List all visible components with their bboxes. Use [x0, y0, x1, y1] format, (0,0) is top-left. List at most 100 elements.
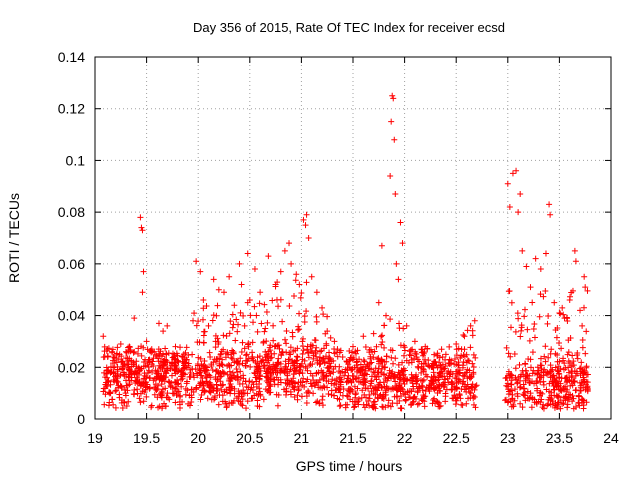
data-point [525, 355, 532, 362]
data-point [527, 284, 534, 291]
data-point [579, 337, 586, 344]
data-point [551, 404, 558, 411]
data-point [570, 362, 577, 369]
data-point [292, 367, 299, 374]
data-point [197, 268, 204, 275]
data-point [226, 273, 233, 280]
x-tick-label: 24 [603, 430, 619, 446]
data-point [319, 393, 326, 400]
data-point [252, 370, 259, 377]
data-point [280, 386, 287, 393]
data-point [370, 385, 377, 392]
data-point [538, 396, 545, 403]
data-point [539, 404, 546, 411]
data-point [558, 345, 565, 352]
data-point [554, 401, 561, 408]
data-point [450, 395, 457, 402]
data-point [341, 372, 348, 379]
data-point [412, 374, 419, 381]
data-point [249, 339, 256, 346]
data-point [403, 322, 410, 329]
data-point [508, 371, 515, 378]
data-point [582, 284, 589, 291]
data-point [473, 382, 480, 389]
data-point [560, 384, 567, 391]
data-point [333, 349, 340, 356]
data-point [521, 385, 528, 392]
data-point [256, 380, 263, 387]
data-point [504, 180, 511, 187]
data-point [517, 377, 524, 384]
data-point [254, 397, 261, 404]
data-point [507, 324, 514, 331]
data-point [571, 379, 578, 386]
data-point [218, 348, 225, 355]
data-point [225, 361, 232, 368]
data-point [371, 373, 378, 380]
data-point [565, 349, 572, 356]
data-point [247, 363, 254, 370]
data-point [467, 344, 474, 351]
data-point [283, 340, 290, 347]
data-point [389, 347, 396, 354]
data-point [193, 258, 200, 265]
data-point [362, 367, 369, 374]
data-point [434, 389, 441, 396]
data-point [467, 373, 474, 380]
data-point [213, 356, 220, 363]
data-point [184, 387, 191, 394]
data-point [301, 383, 308, 390]
data-point [540, 405, 547, 412]
data-point [284, 380, 291, 387]
data-point [161, 358, 168, 365]
data-point [264, 352, 271, 359]
data-point [389, 92, 396, 99]
data-point [242, 362, 249, 369]
data-point [410, 383, 417, 390]
data-point [545, 396, 552, 403]
data-point [420, 366, 427, 373]
data-point [397, 375, 404, 382]
chart-title: Day 356 of 2015, Rate Of TEC Index for r… [193, 20, 505, 35]
data-point [554, 358, 561, 365]
data-point [470, 351, 477, 358]
data-point [295, 327, 302, 334]
x-tick-label: 23 [500, 430, 516, 446]
data-point [211, 396, 218, 403]
data-point [372, 365, 379, 372]
data-point [375, 382, 382, 389]
data-point [195, 318, 202, 325]
data-point [123, 382, 130, 389]
data-point [234, 360, 241, 367]
data-point [316, 354, 323, 361]
data-point [540, 293, 547, 300]
data-point [421, 403, 428, 410]
data-point [136, 395, 143, 402]
data-point [336, 396, 343, 403]
data-point [393, 260, 400, 267]
data-point [368, 359, 375, 366]
data-point [279, 348, 286, 355]
data-point [143, 393, 150, 400]
data-point [219, 392, 226, 399]
data-point [522, 360, 529, 367]
data-point [508, 387, 515, 394]
data-point [201, 388, 208, 395]
data-point [551, 386, 558, 393]
data-point [467, 322, 474, 329]
data-point [303, 211, 310, 218]
data-point [537, 389, 544, 396]
data-point [172, 385, 179, 392]
data-point [409, 346, 416, 353]
data-point [249, 353, 256, 360]
data-point [230, 321, 237, 328]
data-point [250, 357, 257, 364]
data-point [233, 316, 240, 323]
data-point [400, 325, 407, 332]
data-point [288, 378, 295, 385]
y-tick-label: 0 [77, 411, 85, 427]
data-point [390, 360, 397, 367]
data-point [378, 357, 385, 364]
data-point [378, 333, 385, 340]
data-point [166, 379, 173, 386]
